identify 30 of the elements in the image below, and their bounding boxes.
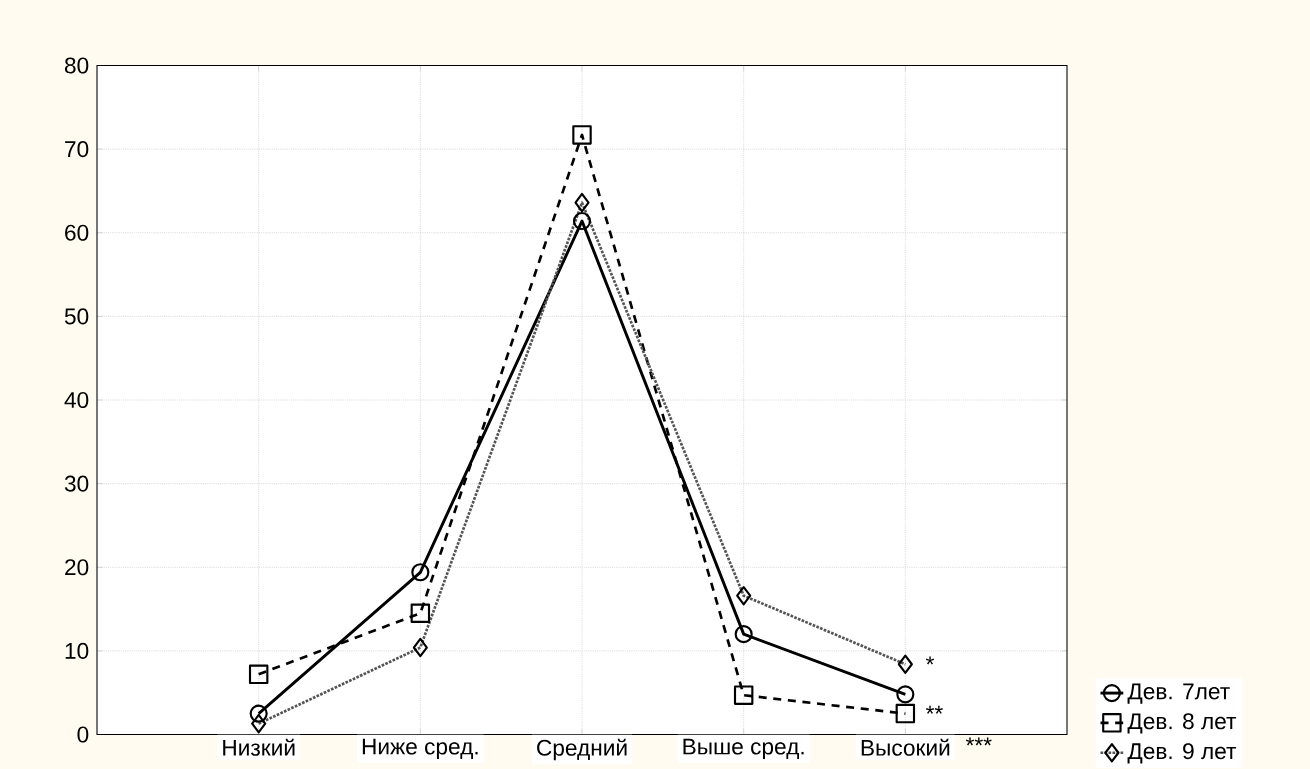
y-tick-label: 70: [65, 141, 89, 158]
point: [248, 664, 269, 685]
x-tick-label: Высокий: [861, 738, 950, 756]
point: [572, 125, 592, 145]
y-tick-label: 20: [65, 559, 89, 576]
y-tick-label: 80: [64, 57, 89, 74]
x-tick-label: Низкий: [223, 738, 295, 756]
point: [896, 685, 915, 704]
x-tick-label: Выше сред.: [683, 738, 804, 760]
legend-label: Дев. 9 лет: [1127, 743, 1237, 764]
annotation: *: [925, 656, 935, 665]
annotation: **: [925, 705, 943, 714]
y-tick-label: 0: [77, 726, 89, 743]
x-tick-label: Ниже сред.: [362, 738, 478, 760]
legend-label: Дев. 8 лет: [1127, 713, 1237, 734]
text: ***: [965, 737, 992, 746]
point: [572, 211, 592, 231]
y-tick-label: 10: [65, 642, 89, 659]
y-tick-label: 30: [64, 475, 89, 492]
legend-label: Дев. 7лет: [1127, 683, 1230, 704]
point: [895, 703, 916, 724]
y-tick-label: 50: [64, 308, 89, 325]
x-tick-label: Средний: [537, 738, 627, 761]
point: [411, 563, 430, 582]
y-tick-label: 40: [64, 391, 89, 409]
point: [733, 685, 754, 705]
y-tick-label: 60: [65, 224, 89, 241]
point: [734, 625, 753, 644]
point: [410, 603, 431, 623]
point: [249, 704, 268, 723]
